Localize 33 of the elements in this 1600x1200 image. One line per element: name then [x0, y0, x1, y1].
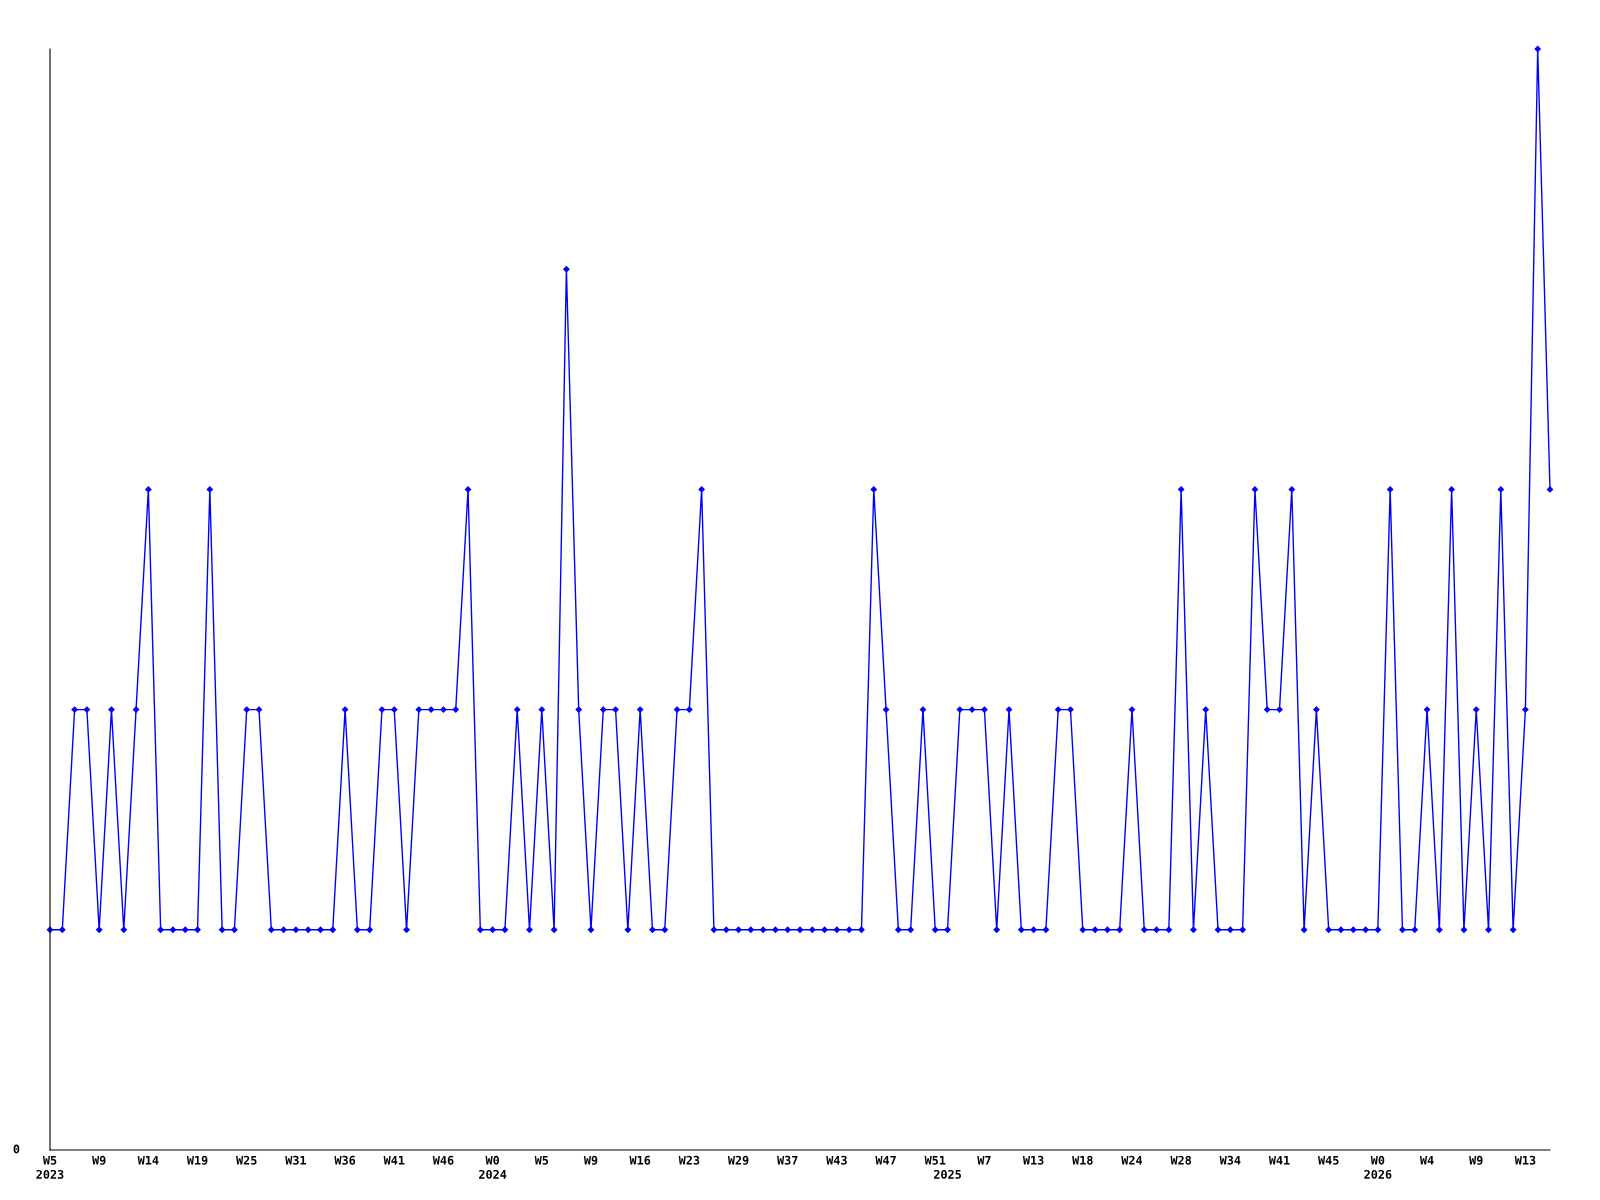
x-tick-label: W5 2023	[36, 1155, 64, 1179]
x-tick-label: W9	[583, 1155, 598, 1165]
x-tick-label: W31	[285, 1155, 306, 1165]
x-tick-label: W34	[1219, 1155, 1241, 1165]
x-tick-label: W28	[1170, 1155, 1192, 1165]
x-tick-label: W14	[137, 1155, 159, 1165]
x-tick-label: W51	[924, 1155, 946, 1165]
x-tick-label: W37	[777, 1155, 798, 1165]
text: 0	[13, 1144, 20, 1154]
x-tick-label: W7	[977, 1155, 991, 1165]
x-tick-label: W41	[1268, 1155, 1290, 1165]
x-tick-label: W0 2026	[1364, 1155, 1392, 1179]
x-tick-label: 2025	[933, 1169, 961, 1179]
x-tick-label: W18	[1072, 1155, 1093, 1165]
x-tick-label: W9	[1469, 1155, 1483, 1165]
x-tick-label: W36	[334, 1155, 356, 1165]
x-tick-label: W41	[383, 1155, 405, 1165]
x-tick-label: W16	[629, 1155, 651, 1165]
x-tick-label: W9	[92, 1155, 106, 1165]
x-tick-label: W13	[1022, 1155, 1044, 1165]
x-tick-label: W5	[534, 1155, 549, 1165]
x-tick-label: W24	[1121, 1155, 1143, 1165]
x-tick-label: W19	[186, 1155, 208, 1165]
x-tick-label: W23	[678, 1155, 700, 1165]
x-tick-label: W0 2024	[479, 1155, 507, 1179]
x-tick-label: W29	[727, 1155, 749, 1165]
x-tick-label: W43	[826, 1155, 847, 1165]
x-tick-label: W4	[1419, 1155, 1434, 1165]
x-tick-label: W13	[1514, 1155, 1536, 1165]
x-tick-label: W47	[875, 1155, 896, 1165]
x-tick-label: W25	[236, 1155, 257, 1165]
x-tick-label: W46	[432, 1155, 454, 1165]
x-tick-label: W45	[1318, 1155, 1339, 1165]
